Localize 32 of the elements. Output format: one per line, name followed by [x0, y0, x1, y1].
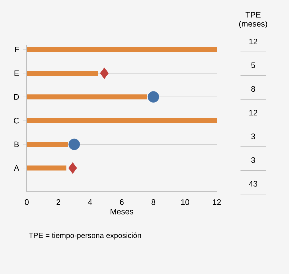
- x-axis-title: Meses: [110, 209, 134, 215]
- x-tick-label: 2: [56, 200, 60, 206]
- bar: [27, 70, 98, 76]
- x-tick-label: 4: [88, 200, 92, 206]
- bar: [27, 118, 217, 124]
- y-tick-label: F: [15, 46, 20, 52]
- text: 12: [250, 110, 258, 116]
- point: [148, 91, 160, 103]
- bar: [27, 142, 68, 148]
- text: 12: [250, 38, 258, 45]
- x-tick-label: 0: [25, 200, 29, 206]
- y-tick-label: E: [14, 70, 20, 76]
- text: 8: [252, 86, 256, 92]
- text: 3: [251, 157, 256, 164]
- y-tick-label: C: [14, 118, 20, 124]
- y-tick-label: A: [14, 166, 20, 172]
- bar: [27, 47, 217, 52]
- text: 43: [249, 181, 258, 187]
- x-tick-label: 10: [182, 200, 190, 206]
- point: [68, 138, 80, 150]
- y-tick-label: B: [14, 142, 20, 148]
- bar: [27, 94, 148, 100]
- text: 5: [252, 62, 256, 68]
- text: TPE (meses): [239, 12, 268, 28]
- point: [68, 162, 78, 174]
- point: [100, 68, 109, 80]
- bar: [27, 166, 67, 171]
- x-tick-label: 12: [213, 200, 222, 206]
- x-tick-label: 8: [152, 200, 156, 206]
- x-tick-label: 6: [120, 200, 124, 206]
- y-tick-label: D: [14, 94, 20, 100]
- text: 3: [251, 134, 256, 140]
